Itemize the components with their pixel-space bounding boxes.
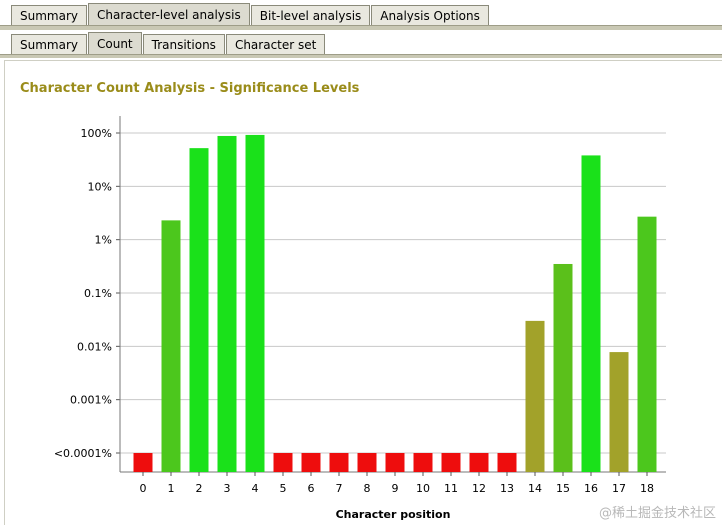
tab-analysis-options[interactable]: Analysis Options xyxy=(371,5,489,26)
bar-position-15 xyxy=(553,263,573,472)
bar-position-13 xyxy=(497,453,517,472)
x-tick-label: 4 xyxy=(252,482,259,495)
x-tick-label: 10 xyxy=(416,482,430,495)
x-tick-label: 0 xyxy=(140,482,147,495)
bar-position-6 xyxy=(301,453,321,472)
subtab-summary[interactable]: Summary xyxy=(11,34,87,55)
tab-bit-level-analysis[interactable]: Bit-level analysis xyxy=(250,5,371,26)
x-tick-label: 1 xyxy=(168,482,175,495)
subtab-transitions[interactable]: Transitions xyxy=(142,34,225,55)
x-tick-label: 3 xyxy=(224,482,231,495)
bar-position-2 xyxy=(189,148,209,472)
bar-position-11 xyxy=(441,453,461,472)
subtab-count[interactable]: Count xyxy=(88,32,142,55)
bar-position-10 xyxy=(413,453,433,472)
bar-position-18 xyxy=(637,216,657,472)
main-tab-divider xyxy=(0,25,722,30)
x-tick-label: 17 xyxy=(612,482,626,495)
bar-position-9 xyxy=(385,453,405,472)
watermark: @稀土掘金技术社区 xyxy=(598,506,716,521)
bar-position-17 xyxy=(609,352,629,472)
x-tick-label: 18 xyxy=(640,482,654,495)
chart-panel xyxy=(4,60,722,525)
bar-position-8 xyxy=(357,453,377,472)
y-tick-label: 10% xyxy=(88,180,112,193)
y-tick-label: 1% xyxy=(95,234,112,247)
x-tick-label: 9 xyxy=(392,482,399,495)
sub-tab-bar: Summary Count Transitions Character set xyxy=(0,31,722,55)
x-tick-label: 12 xyxy=(472,482,486,495)
x-tick-label: 8 xyxy=(364,482,371,495)
main-tab-bar: Summary Character-level analysis Bit-level… xyxy=(0,2,722,26)
y-tick-label: 0.1% xyxy=(84,287,112,300)
x-tick-label: 7 xyxy=(336,482,343,495)
bar-position-7 xyxy=(329,453,349,472)
bar-position-5 xyxy=(273,453,293,472)
x-tick-label: 11 xyxy=(444,482,458,495)
x-tick-label: 15 xyxy=(556,482,570,495)
x-tick-label: 14 xyxy=(528,482,542,495)
x-tick-label: 5 xyxy=(280,482,287,495)
bar-position-1 xyxy=(161,220,181,472)
y-tick-label: 0.001% xyxy=(70,394,112,407)
bar-position-0 xyxy=(133,453,153,472)
chart-title: Character Count Analysis - Significance … xyxy=(20,81,360,96)
tab-summary[interactable]: Summary xyxy=(11,5,87,26)
x-axis-label: Character position xyxy=(336,508,451,521)
y-tick-label: <0.0001% xyxy=(54,447,112,460)
x-tick-label: 16 xyxy=(584,482,598,495)
sub-tab-divider xyxy=(0,54,722,58)
y-tick-label: 100% xyxy=(81,127,112,140)
bar-position-16 xyxy=(581,155,601,472)
y-tick-label: 0.01% xyxy=(77,340,112,353)
x-tick-label: 2 xyxy=(196,482,203,495)
bar-position-12 xyxy=(469,453,489,472)
x-tick-label: 6 xyxy=(308,482,315,495)
bar-position-14 xyxy=(525,320,545,472)
x-tick-label: 13 xyxy=(500,482,514,495)
subtab-character-set[interactable]: Character set xyxy=(225,34,326,55)
tab-character-level-analysis[interactable]: Character-level analysis xyxy=(88,3,250,26)
bar-position-4 xyxy=(245,134,265,472)
bar-position-3 xyxy=(217,135,237,472)
